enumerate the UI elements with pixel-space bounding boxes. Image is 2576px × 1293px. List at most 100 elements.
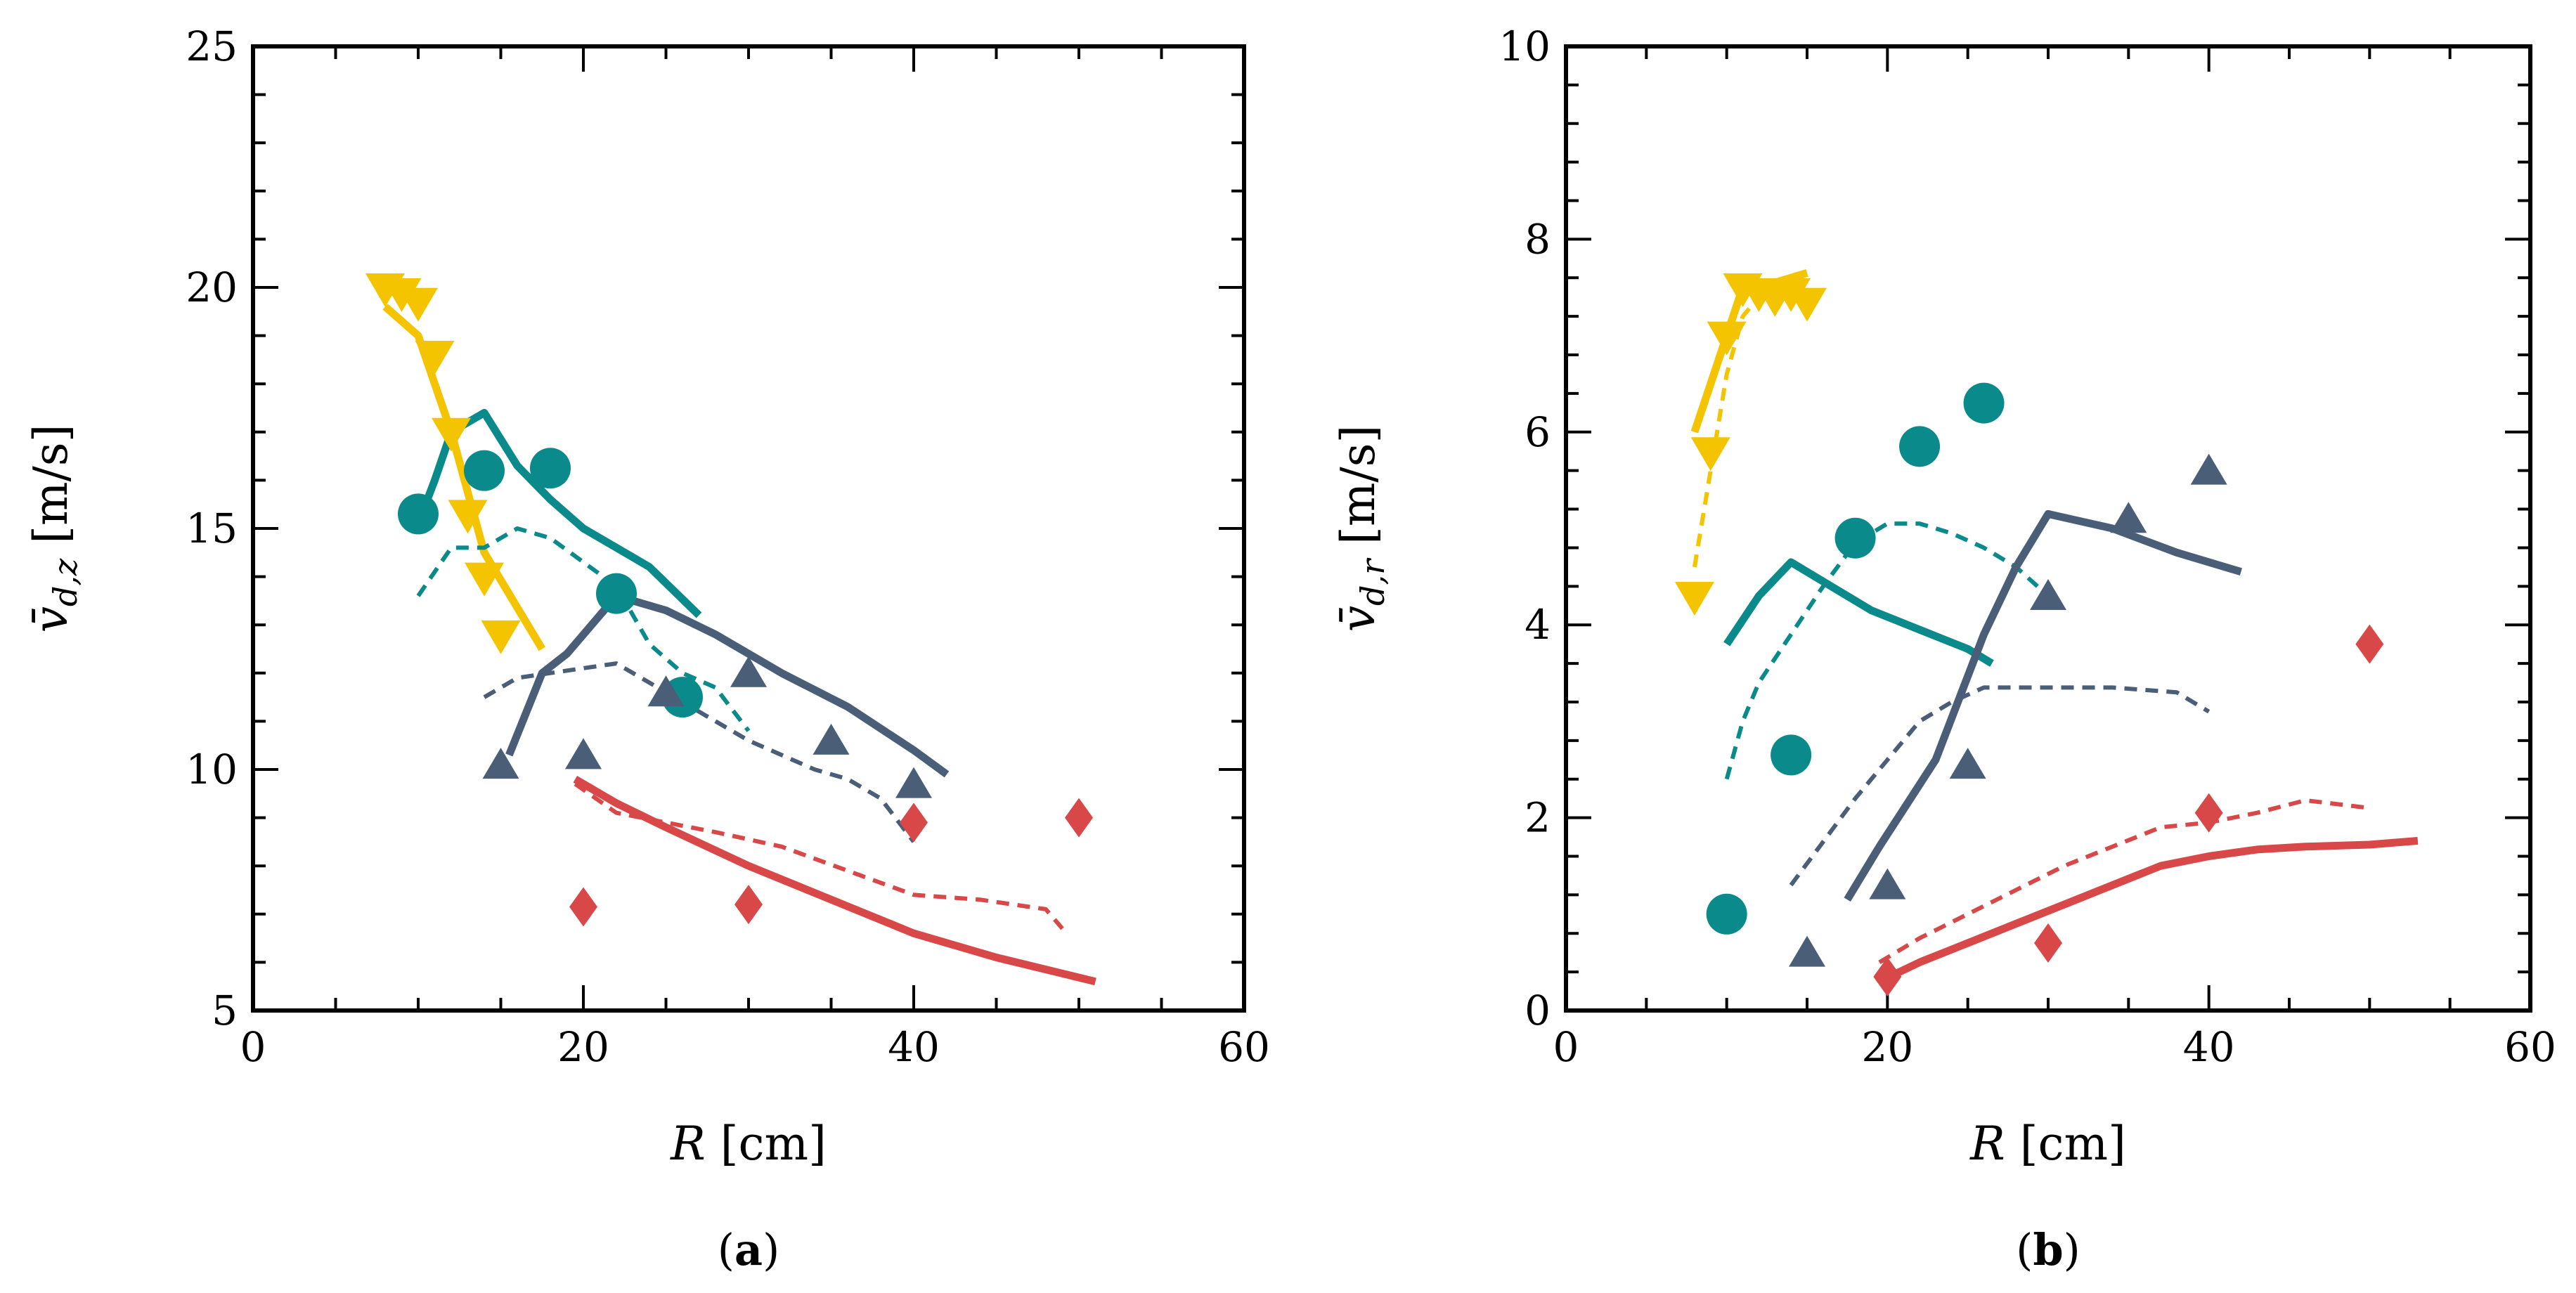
x-tick-label: 20	[1861, 1023, 1913, 1071]
series-yellow-point	[432, 417, 471, 452]
series-slate-point	[2110, 502, 2147, 533]
series-yellow-point	[448, 500, 488, 534]
series-yellow-point	[1771, 278, 1811, 312]
y-axis-subscript: d,r	[1354, 557, 1392, 606]
series-red-point	[2194, 793, 2223, 833]
x-axis-label: R [cm]	[1969, 1117, 2126, 1171]
y-axis-variable: v̄	[24, 606, 78, 632]
panel-b: 0 20 40 60 0 2 4 6 8 10 R [cm] v̄d,r [m/s] (b)	[1331, 22, 2556, 1275]
y-tick-label: 6	[1525, 408, 1551, 456]
series-red-dashed-line	[574, 782, 1064, 930]
series-slate-point	[2030, 579, 2066, 611]
series-yellow-point	[1787, 287, 1827, 322]
x-tick-label: 40	[888, 1023, 940, 1071]
series-teal-point	[596, 573, 637, 614]
series-red-solid-line	[1877, 837, 2419, 985]
x-axis-variable: R	[1969, 1117, 2005, 1171]
x-tick-label: 60	[1218, 1023, 1270, 1071]
series-slate-solid-line	[505, 592, 950, 778]
y-tick-label: 25	[186, 22, 238, 70]
series-teal-point	[464, 450, 505, 491]
x-tick-label: 0	[1553, 1023, 1579, 1071]
series-slate-point	[730, 656, 767, 687]
plot-frame	[1564, 44, 2532, 1013]
y-tick-label: 10	[1499, 22, 1551, 70]
series-slate-point	[1869, 868, 1906, 899]
series-slate-point	[2190, 453, 2227, 485]
x-tick-label: 20	[557, 1023, 609, 1071]
series-slate-point	[813, 723, 850, 755]
y-axis-label: v̄d,z [m/s]	[24, 424, 84, 633]
panel-label-open: (	[718, 1224, 734, 1275]
y-axis-variable: v̄	[1331, 606, 1385, 632]
series-yellow-solid-line	[382, 304, 546, 651]
series-red-solid-line	[573, 775, 1096, 986]
y-tick-label: 4	[1525, 601, 1551, 649]
y-tick-label: 8	[1525, 215, 1551, 263]
series-red-point	[1065, 798, 1093, 838]
series-teal-point	[1771, 734, 1812, 776]
panel-label-letter: b	[2033, 1224, 2063, 1275]
series-slate-point	[895, 767, 932, 798]
series-slate-point	[1949, 748, 1986, 779]
series-red-point	[2355, 624, 2384, 664]
x-axis-unit: [cm]	[706, 1117, 827, 1171]
x-axis-label: R [cm]	[670, 1117, 827, 1171]
series-teal-point	[1706, 893, 1747, 935]
x-tick-label: 0	[240, 1023, 266, 1071]
x-tick-label: 60	[2504, 1023, 2556, 1071]
y-tick-label: 2	[1525, 794, 1551, 842]
y-axis-subscript: d,z	[46, 558, 84, 606]
series-teal-solid-line	[1723, 558, 1994, 667]
series-yellow-point	[415, 341, 455, 375]
y-tick-label: 0	[1525, 987, 1551, 1034]
panel-label-close: )	[2064, 1224, 2080, 1275]
y-axis-label: v̄d,r [m/s]	[1331, 425, 1392, 632]
series-yellow-point	[481, 620, 521, 654]
series-teal-point	[1834, 517, 1876, 559]
panel-a: 0 20 40 60 5 10 15 20 25 R [cm] v̄d,z [m/s] (a)	[24, 22, 1270, 1275]
x-axis-unit: [cm]	[2005, 1117, 2126, 1171]
y-tick-label: 20	[186, 264, 238, 311]
series-slate-point	[482, 748, 519, 779]
series-slate-dashed-line	[483, 661, 916, 843]
series-red-point	[2034, 923, 2062, 963]
series-red-dashed-line	[1878, 798, 2370, 964]
y-axis-unit: [m/s]	[24, 424, 78, 559]
series-yellow-point	[1690, 437, 1730, 472]
series-teal-point	[1963, 382, 2005, 424]
panel-label: (a)	[718, 1224, 780, 1275]
series-red-point	[569, 887, 597, 927]
series-teal-point	[530, 448, 571, 489]
series-yellow-point	[382, 278, 422, 312]
x-tick-label: 40	[2183, 1023, 2235, 1071]
series-red-point	[734, 885, 763, 925]
series-teal-solid-line	[414, 408, 702, 618]
y-tick-label: 5	[212, 987, 238, 1034]
series-slate-point	[1789, 935, 1825, 967]
panel-label-open: (	[2016, 1224, 2033, 1275]
series-yellow-point	[399, 287, 438, 322]
series-teal-point	[398, 493, 439, 535]
y-tick-label: 10	[186, 746, 238, 793]
series-slate-dashed-line	[1789, 685, 2211, 887]
series-yellow-dashed-line	[1692, 290, 1792, 568]
series-slate-point	[647, 675, 685, 707]
series-teal-point	[1899, 426, 1941, 467]
panel-label-close: )	[763, 1224, 779, 1275]
y-tick-label: 15	[186, 505, 238, 552]
series-slate-solid-line	[1844, 509, 2242, 902]
x-axis-variable: R	[670, 1117, 706, 1171]
series-teal-dashed-line	[416, 526, 751, 732]
panel-label: (b)	[2016, 1224, 2080, 1275]
panel-label-letter: a	[734, 1224, 763, 1275]
y-axis-unit: [m/s]	[1331, 425, 1385, 559]
series-slate-point	[565, 738, 602, 769]
series-red-point	[900, 803, 928, 843]
series-yellow-point	[1707, 321, 1747, 356]
series-yellow-point	[465, 562, 504, 597]
series-red-point	[1873, 956, 1902, 996]
series-yellow-point	[1674, 582, 1714, 616]
series-teal-dashed-line	[1724, 521, 2050, 780]
